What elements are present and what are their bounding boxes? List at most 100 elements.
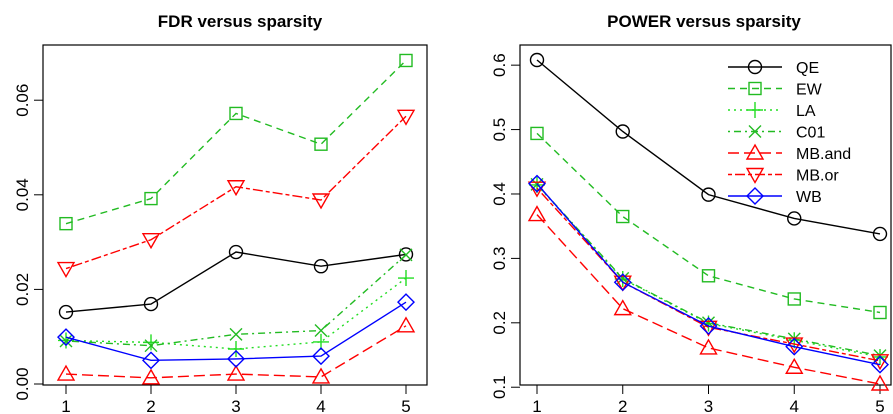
power-series-ew-point-3 bbox=[701, 269, 716, 283]
power-series-mb-and-point-4 bbox=[785, 357, 804, 374]
power-series-mb-or-point-3 bbox=[699, 320, 718, 337]
power-series-ew-point-4 bbox=[787, 292, 801, 306]
fdr-y-tick-label-1: 0.00 bbox=[13, 367, 32, 400]
fdr-series-mb-and-point-4 bbox=[311, 367, 331, 384]
fdr-series-qe-point-1 bbox=[58, 304, 74, 320]
fdr-series-mb-or-point-5 bbox=[396, 109, 416, 126]
power-series-mb-or-point-2 bbox=[613, 275, 632, 292]
power-series-la bbox=[529, 176, 888, 365]
fdr-series-c01-line bbox=[65, 254, 407, 347]
legend-marker-ew bbox=[748, 81, 762, 96]
fdr-series-ew-point-3 bbox=[229, 106, 243, 121]
fdr-series-mb-or-line bbox=[65, 115, 407, 270]
legend-item-qe: QE bbox=[728, 59, 819, 77]
fdr-series-wb-point-5 bbox=[397, 293, 415, 312]
power-x-tick-label-4: 4 bbox=[790, 397, 799, 414]
legend-item-mb-or: MB.or bbox=[728, 168, 839, 185]
fdr-series-c01-point-3 bbox=[229, 327, 243, 341]
power-series-qe bbox=[529, 52, 888, 242]
fdr-series-ew bbox=[59, 53, 413, 231]
power-series-ew-line bbox=[536, 132, 881, 314]
fdr-series-wb-point-4 bbox=[312, 347, 330, 366]
fdr-series-la-point-5 bbox=[398, 270, 414, 287]
fdr-x-axis: 1 2 3 4 5 bbox=[61, 385, 411, 414]
legend-marker-qe bbox=[747, 59, 763, 75]
power-series-ew-point-1 bbox=[530, 126, 544, 141]
power-series-mb-and-point-5 bbox=[870, 374, 890, 391]
power-series-wb-point-3 bbox=[699, 317, 718, 336]
legend-item-mb-and: MB.and bbox=[728, 143, 851, 163]
fdr-series-la-line bbox=[65, 277, 407, 350]
power-x-axis: 1 2 3 4 5 bbox=[532, 385, 885, 414]
legend-item-ew: EW bbox=[728, 82, 823, 99]
fdr-series-mb-or-point-3 bbox=[226, 180, 246, 197]
legend-label-c01: C01 bbox=[796, 125, 825, 142]
power-series-mb-or-line bbox=[536, 187, 881, 362]
legend-label-ew: EW bbox=[796, 82, 823, 99]
legend-marker-wb bbox=[746, 187, 764, 205]
fdr-series-c01 bbox=[59, 248, 413, 353]
fdr-x-tick-label-1: 1 bbox=[61, 397, 70, 414]
fdr-series-qe-point-3 bbox=[228, 244, 244, 260]
fdr-x-tick-label-5: 5 bbox=[401, 397, 410, 414]
fdr-y-tick-label-4: 0.06 bbox=[13, 84, 32, 117]
power-series-wb-point-5 bbox=[871, 355, 889, 374]
fdr-y-tick-label-3: 0.04 bbox=[13, 178, 32, 211]
fdr-series-mb-or-point-1 bbox=[56, 261, 76, 279]
power-y-tick-label-1: 0.1 bbox=[490, 375, 509, 399]
legend-label-la: LA bbox=[796, 103, 816, 120]
legend-item-la: LA bbox=[728, 102, 816, 120]
legend-marker-mb-or bbox=[745, 167, 765, 184]
power-series-c01-line bbox=[536, 183, 881, 357]
fdr-series-mb-and-point-2 bbox=[141, 368, 161, 385]
power-series-ew-point-2 bbox=[616, 209, 630, 224]
fdr-series-mb-or-point-4 bbox=[311, 193, 331, 210]
power-plot-frame bbox=[519, 44, 892, 386]
power-series-ew bbox=[530, 126, 887, 320]
fdr-series-c01-point-5 bbox=[399, 248, 413, 262]
fdr-series-mb-or bbox=[56, 109, 416, 279]
fdr-series-c01-point-4 bbox=[314, 324, 328, 338]
power-series-qe-point-5 bbox=[872, 226, 888, 242]
power-y-tick-label-3: 0.3 bbox=[490, 247, 509, 271]
fdr-series-la-point-3 bbox=[228, 340, 244, 357]
power-series-wb-line bbox=[536, 183, 881, 366]
fdr-y-axis: 0.00 0.02 0.04 0.06 bbox=[13, 84, 43, 401]
power-series-qe-point-2 bbox=[615, 124, 630, 139]
fdr-series-qe bbox=[58, 244, 414, 320]
power-series-mb-and bbox=[527, 205, 890, 391]
power-series-wb-point-1 bbox=[528, 174, 546, 193]
fdr-series-layer bbox=[56, 53, 416, 385]
legend-item-wb: WB bbox=[728, 187, 822, 206]
power-series-qe-point-1 bbox=[529, 52, 545, 68]
fdr-series-wb-point-1 bbox=[57, 328, 75, 347]
fdr-series-qe-point-5 bbox=[398, 247, 414, 262]
power-y-tick-label-4: 0.4 bbox=[490, 182, 509, 206]
fdr-series-mb-and-point-1 bbox=[56, 364, 76, 381]
power-series-mb-and-point-1 bbox=[527, 205, 547, 222]
fdr-series-c01-point-2 bbox=[144, 339, 158, 353]
power-y-tick-label-6: 0.6 bbox=[490, 53, 509, 77]
fdr-series-mb-or-point-2 bbox=[141, 233, 161, 250]
legend-marker-la bbox=[747, 102, 763, 118]
fdr-series-mb-and-point-5 bbox=[396, 316, 416, 333]
power-series-qe-point-4 bbox=[787, 211, 802, 226]
power-y-tick-label-5: 0.5 bbox=[490, 118, 509, 142]
fdr-chart-title: FDR versus sparsity bbox=[158, 12, 323, 31]
power-series-mb-or-point-5 bbox=[870, 354, 890, 371]
legend-label-wb: WB bbox=[796, 189, 822, 206]
fdr-series-wb-point-3 bbox=[227, 349, 245, 368]
fdr-series-ew-point-2 bbox=[144, 191, 158, 206]
power-series-mb-and-point-3 bbox=[699, 338, 718, 355]
power-x-tick-label-2: 2 bbox=[618, 397, 627, 414]
fdr-series-ew-line bbox=[65, 59, 407, 225]
legend-marker-mb-and bbox=[745, 143, 765, 160]
fdr-series-qe-point-4 bbox=[313, 259, 329, 274]
fdr-x-tick-label-4: 4 bbox=[316, 397, 325, 414]
legend-label-mb-or: MB.or bbox=[796, 168, 839, 185]
legend-marker-c01 bbox=[748, 125, 762, 138]
power-series-ew-point-5 bbox=[873, 305, 887, 320]
power-legend: QE EW LA C01 MB.and MB.or WB bbox=[728, 59, 851, 206]
fdr-series-wb-point-2 bbox=[142, 351, 160, 370]
